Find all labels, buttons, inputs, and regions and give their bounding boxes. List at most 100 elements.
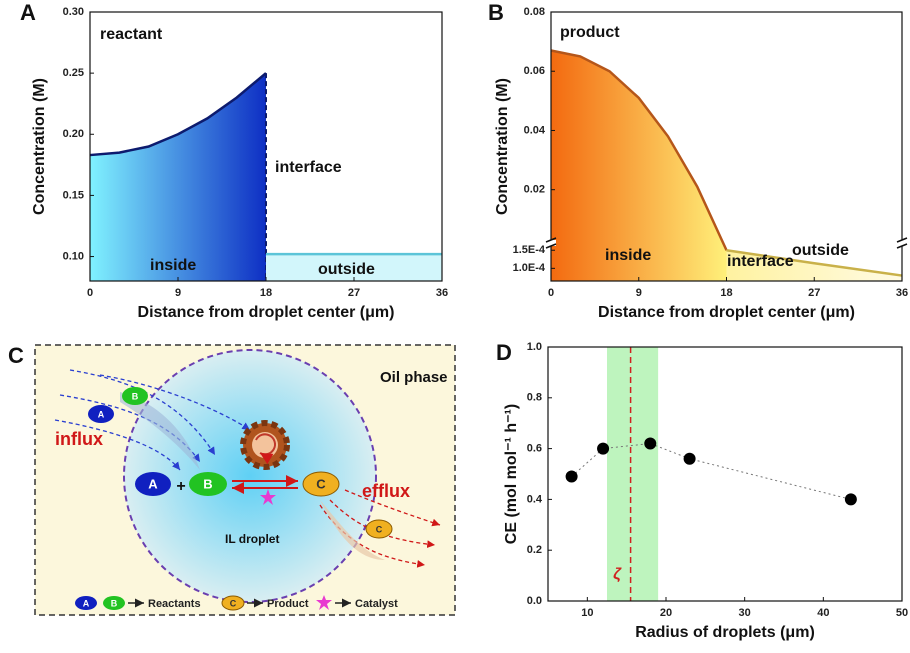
x-axis-title: Radius of droplets (μm) [635, 624, 815, 641]
data-point [597, 442, 610, 455]
plot-frame [547, 346, 903, 602]
legend-molecule-label: A [83, 598, 90, 608]
area-line [89, 72, 267, 157]
panel-label: C [8, 343, 24, 368]
molecule-label: B [132, 391, 139, 401]
x-tick-label: 9 [175, 287, 181, 299]
droplet-label: IL droplet [225, 532, 279, 546]
x-tick-label: 30 [739, 607, 751, 619]
legend-text: Reactants [148, 598, 201, 610]
molecule-c [302, 471, 340, 497]
annotation: reactant [100, 26, 163, 43]
y-tick-label: 0.20 [63, 128, 84, 140]
annotation: outside [318, 261, 375, 278]
data-point [683, 452, 696, 465]
axis-break [545, 237, 557, 243]
y-tick-label: 0.06 [524, 65, 545, 77]
molecule-label: A [148, 476, 158, 491]
x-tick-label: 9 [636, 287, 642, 299]
molecule-c [365, 519, 393, 539]
annotation: interface [727, 253, 794, 270]
axis-break [896, 237, 908, 243]
x-tick-label: 10 [581, 607, 593, 619]
axis-break-gap [546, 240, 556, 246]
annotation: interface [275, 159, 342, 176]
y-tick-label: 0.30 [63, 6, 84, 18]
y-tick-label: 0.08 [524, 6, 545, 18]
x-tick-label: 18 [720, 287, 732, 299]
legend-molecule [75, 596, 97, 610]
molecule-label: C [376, 524, 383, 534]
data-point [565, 470, 578, 483]
molecule-b [189, 472, 227, 496]
y-tick-label: 0.02 [524, 184, 545, 196]
x-axis-title: Distance from droplet center (μm) [138, 304, 395, 321]
catalyst-star [260, 489, 276, 505]
y-tick-label: 0.25 [63, 67, 84, 79]
area-line [726, 249, 903, 277]
x-tick-label: 0 [87, 287, 93, 299]
y-tick-label: 1.5E-4 [513, 244, 546, 256]
diagram: A + B C A B C Oil phase influx efflux IL… [8, 343, 456, 616]
legend-text: Catalyst [355, 598, 398, 610]
phase-label: Oil phase [380, 369, 448, 386]
molecule-label: C [316, 476, 326, 491]
panel-label: B [488, 0, 504, 25]
molecule-a [88, 405, 114, 423]
x-tick-label: 40 [817, 607, 829, 619]
y-tick-label: 0.0 [527, 595, 542, 607]
annotation: inside [605, 247, 651, 264]
molecule-label: B [203, 476, 212, 491]
x-tick-label: 27 [808, 287, 820, 299]
data-point [644, 437, 657, 450]
area [90, 73, 266, 282]
influx-trail [120, 392, 200, 470]
y-tick-label: 0.15 [63, 189, 84, 201]
annotation: outside [792, 242, 849, 259]
y-axis-title: CE (mol mol⁻¹ h⁻¹) [503, 404, 520, 544]
legend-molecule [221, 595, 245, 611]
legend-text: Product [267, 598, 309, 610]
data-point [844, 493, 857, 506]
x-tick-label: 20 [660, 607, 672, 619]
molecule-label: A [98, 409, 105, 419]
annotation: product [560, 24, 620, 41]
influx-label: influx [55, 429, 103, 449]
x-axis-title: Distance from droplet center (μm) [598, 304, 855, 321]
axis-break [545, 243, 557, 249]
panel-label: A [20, 0, 36, 25]
x-tick-label: 0 [548, 287, 554, 299]
x-tick-label: 50 [896, 607, 908, 619]
annotation: inside [150, 257, 196, 274]
y-axis-title: Concentration (M) [31, 78, 48, 215]
molecule-b [122, 387, 148, 405]
y-tick-label: 0.8 [527, 392, 542, 404]
axis-break-gap [897, 240, 907, 246]
y-tick-label: 0.6 [527, 443, 542, 455]
area [551, 50, 727, 281]
y-tick-label: 0.4 [527, 493, 543, 505]
x-tick-label: 36 [896, 287, 908, 299]
area [266, 254, 442, 281]
y-axis-title: Concentration (M) [494, 78, 511, 215]
axis-break [896, 243, 908, 249]
plus: + [176, 478, 185, 495]
y-tick-label: 0.04 [524, 124, 546, 136]
area-line [550, 49, 728, 251]
y-tick-label: 1.0E-4 [513, 262, 546, 274]
annotation: ζ [613, 566, 622, 583]
x-tick-label: 18 [260, 287, 272, 299]
legend-molecule-label: C [230, 598, 237, 608]
y-tick-label: 1.0 [527, 341, 542, 353]
y-tick-label: 0.2 [527, 544, 542, 556]
legend-molecule-label: B [111, 598, 118, 608]
x-tick-label: 27 [348, 287, 360, 299]
y-tick-label: 0.10 [63, 250, 84, 262]
efflux-label: efflux [362, 481, 410, 501]
x-tick-label: 36 [436, 287, 448, 299]
legend-star [316, 595, 332, 610]
catalyst-gear [240, 420, 290, 470]
droplet [123, 349, 377, 603]
molecule-a [135, 472, 171, 496]
